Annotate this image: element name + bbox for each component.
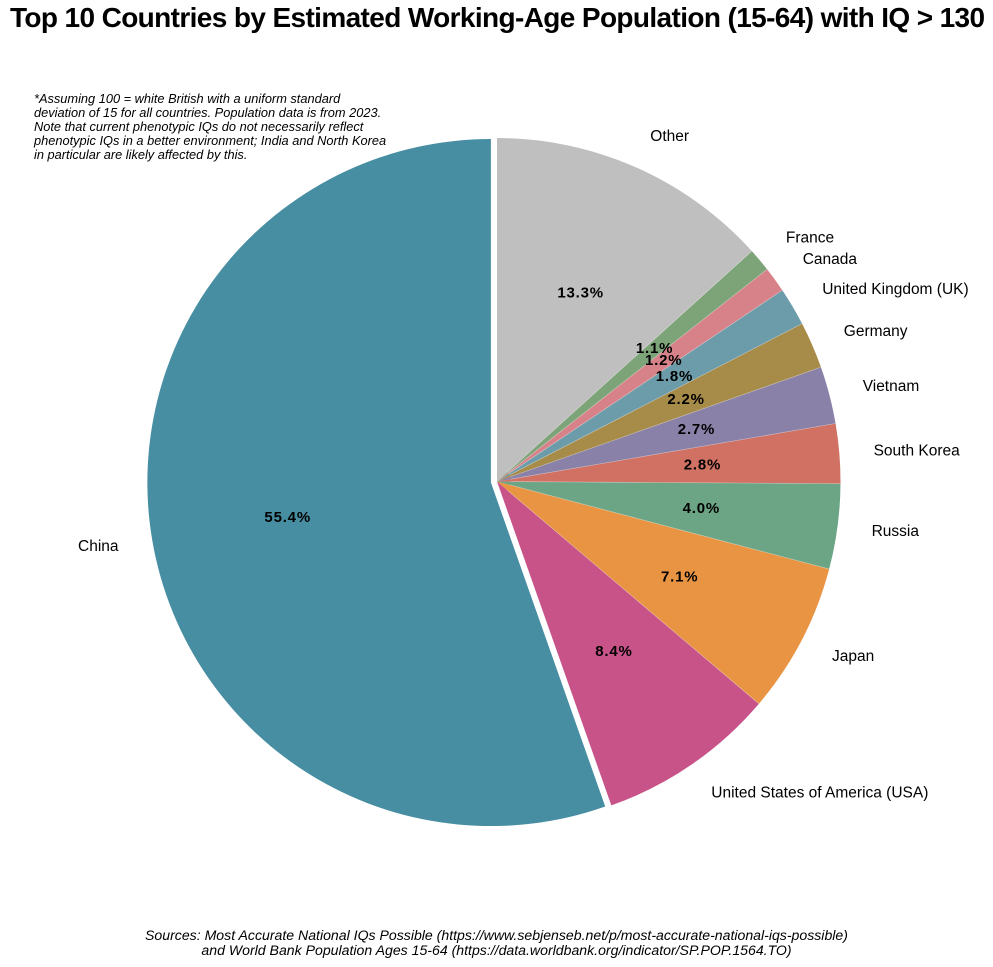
svg-text:1.8%: 1.8% (656, 368, 693, 385)
svg-text:United Kingdom (UK): United Kingdom (UK) (822, 281, 968, 298)
svg-text:Other: Other (650, 128, 689, 145)
svg-text:4.0%: 4.0% (683, 500, 720, 517)
svg-text:2.2%: 2.2% (667, 391, 704, 408)
svg-text:2.8%: 2.8% (684, 456, 721, 473)
svg-text:55.4%: 55.4% (264, 509, 311, 526)
svg-text:South Korea: South Korea (874, 442, 961, 459)
svg-text:13.3%: 13.3% (557, 285, 604, 302)
svg-text:1.1%: 1.1% (636, 340, 673, 357)
svg-text:8.4%: 8.4% (595, 643, 632, 660)
svg-text:Canada: Canada (803, 251, 858, 268)
svg-text:7.1%: 7.1% (661, 568, 698, 585)
svg-text:United States of America (USA): United States of America (USA) (711, 784, 928, 801)
svg-text:1.2%: 1.2% (645, 352, 682, 369)
svg-text:Vietnam: Vietnam (863, 378, 920, 395)
svg-text:Russia: Russia (872, 523, 920, 540)
svg-text:Japan: Japan (832, 648, 874, 665)
svg-text:France: France (786, 230, 834, 247)
svg-text:Germany: Germany (844, 323, 908, 340)
svg-text:2.7%: 2.7% (678, 421, 715, 438)
svg-text:China: China (78, 538, 119, 555)
